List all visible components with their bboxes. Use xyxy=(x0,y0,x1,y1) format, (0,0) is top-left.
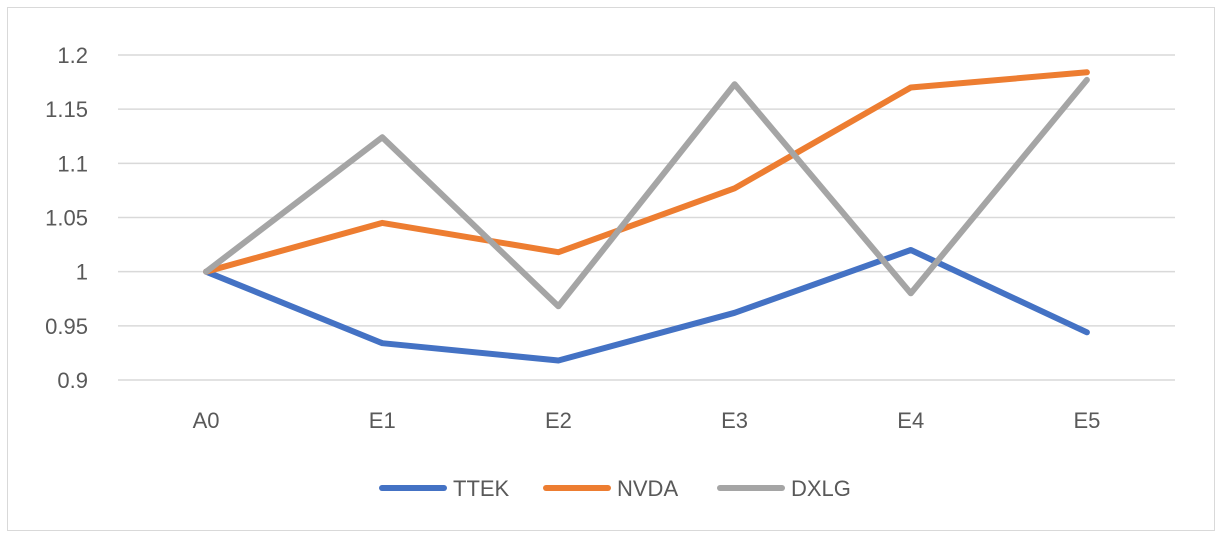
x-tick-label: A0 xyxy=(193,408,220,433)
legend-item-ttek: TTEK xyxy=(379,476,510,501)
series-line-dxlg xyxy=(203,76,1090,310)
gridlines xyxy=(118,54,1175,381)
x-tick-label: E2 xyxy=(545,408,572,433)
series-lines xyxy=(203,69,1090,364)
series-line-nvda xyxy=(203,69,1090,275)
legend-label: TTEK xyxy=(453,476,510,501)
y-tick-label: 1.15 xyxy=(45,97,88,122)
legend-item-dxlg: DXLG xyxy=(717,476,851,501)
legend-item-nvda: NVDA xyxy=(543,476,678,501)
legend-label: NVDA xyxy=(617,476,678,501)
y-tick-label: 1 xyxy=(76,260,88,285)
y-tick-label: 0.9 xyxy=(57,368,88,393)
x-tick-label: E4 xyxy=(897,408,924,433)
y-tick-label: 0.95 xyxy=(45,314,88,339)
x-tick-label: E3 xyxy=(721,408,748,433)
y-tick-label: 1.1 xyxy=(57,151,88,176)
series-line-ttek xyxy=(203,247,1090,364)
x-axis-tick-labels: A0 E1 E2 E3 E4 E5 xyxy=(193,408,1101,433)
y-tick-label: 1.05 xyxy=(45,206,88,231)
x-tick-label: E5 xyxy=(1073,408,1100,433)
y-tick-label: 1.2 xyxy=(57,43,88,68)
y-axis-tick-labels: 0.9 0.95 1 1.05 1.1 1.15 1.2 xyxy=(45,43,88,393)
legend: TTEK NVDA DXLG xyxy=(379,476,851,501)
x-tick-label: E1 xyxy=(369,408,396,433)
legend-label: DXLG xyxy=(791,476,851,501)
